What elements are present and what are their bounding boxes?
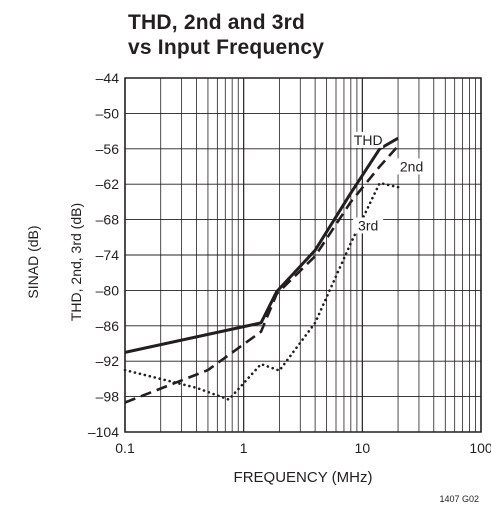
series-label-bg: [353, 131, 384, 148]
y-tick-label: –98: [96, 389, 120, 405]
x-tick-label: 1: [240, 440, 248, 456]
series-label-bg: [396, 158, 427, 175]
grid-lines: [124, 77, 482, 433]
x-axis-label: FREQUENCY (MHz): [233, 469, 373, 486]
series-line-3rd: [123, 181, 400, 401]
series-line-thd: [124, 136, 399, 354]
series-labels: THD 2nd 3rd: [353, 131, 427, 234]
y-tick-label: –56: [96, 141, 120, 157]
figure-id: 1407 G02: [439, 494, 479, 504]
x-tick-label: 10: [355, 440, 371, 456]
series-lines: [123, 136, 400, 404]
y-tick-label: –86: [96, 318, 120, 334]
x-tick-label: 100: [469, 440, 491, 456]
series-line-2nd: [124, 145, 400, 404]
y-tick-label: –68: [96, 212, 120, 228]
y-tick-label: –62: [96, 176, 120, 192]
x-tick-label: 0.1: [115, 440, 135, 456]
series-label-bg: [353, 217, 384, 234]
series-label-3rd: 3rd: [358, 217, 378, 233]
y-tick-label: –50: [96, 105, 120, 121]
y-tick-label: –80: [96, 282, 120, 298]
series-label-2nd: 2nd: [400, 158, 423, 174]
y-tick-label: –104: [88, 424, 119, 440]
chart-title: THD, 2nd and 3rd vs Input Frequency: [128, 10, 324, 60]
chart-title-line-2: vs Input Frequency: [128, 36, 325, 59]
y-tick-label: –44: [96, 70, 120, 86]
series-label-thd: THD: [354, 132, 383, 148]
plot-frame: [124, 77, 482, 433]
chart-title-line-1: THD, 2nd and 3rd: [128, 11, 306, 34]
y-tick-label: –92: [96, 353, 120, 369]
y-tick-label: –74: [96, 247, 120, 263]
